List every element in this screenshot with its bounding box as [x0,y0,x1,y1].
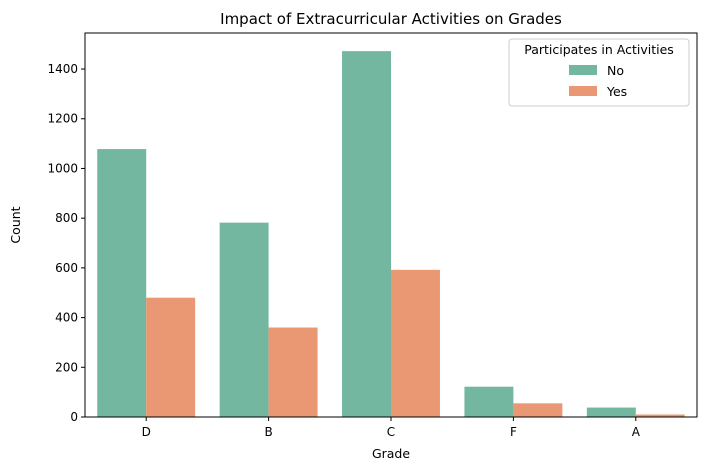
legend-box [508,38,690,107]
plot-frame [84,32,698,418]
y-tick-label: 600 [55,261,78,275]
x-tick-label: C [387,425,395,439]
y-tick-label: 400 [55,311,78,325]
chart-title: Impact of Extracurricular Activities on … [220,10,562,28]
y-axis-ticks: 0 200 400 600 800 1000 1200 1400 [47,62,85,424]
bar-yes-c [391,269,440,417]
legend-label-no: No [607,63,624,78]
bars-group [97,51,685,417]
bar-yes-d [146,297,196,417]
y-tick-label: 200 [55,360,78,374]
bar-no-d [97,149,147,417]
legend: Participates in Activities No Yes [508,38,690,107]
legend-label-yes: Yes [606,84,627,99]
x-tick-label: F [510,425,517,439]
x-tick-label: B [264,425,272,439]
x-tick-label: D [142,425,151,439]
y-tick-label: 0 [70,410,78,424]
bar-no-c [342,51,391,417]
y-tick-label: 800 [55,211,78,225]
y-axis-label: Count [8,206,23,243]
y-tick-label: 1200 [47,112,78,126]
bar-yes-f [513,403,563,417]
bar-no-f [464,386,514,417]
bar-no-b [219,222,269,417]
bar-yes-b [268,327,318,417]
bar-no-a [586,407,636,417]
legend-title: Participates in Activities [524,42,674,57]
x-axis-label: Grade [372,446,410,461]
legend-swatch-yes [569,86,597,96]
y-tick-label: 1000 [47,161,78,175]
x-tick-label: A [632,425,641,439]
legend-swatch-no [569,65,597,75]
y-tick-label: 1400 [47,62,78,76]
bar-yes-a [635,414,685,417]
